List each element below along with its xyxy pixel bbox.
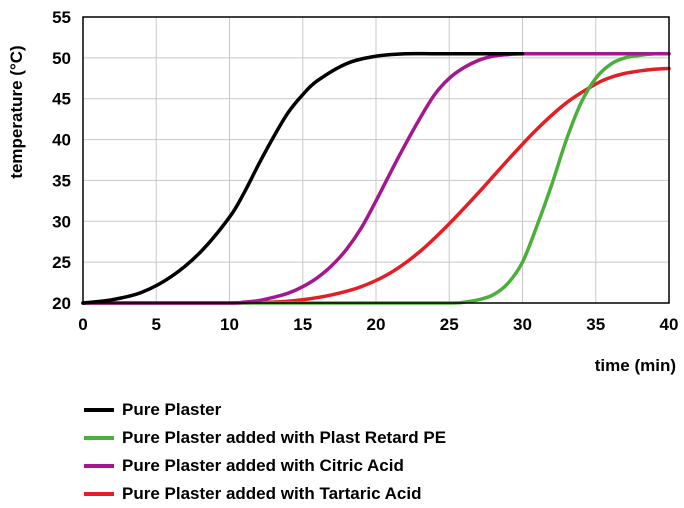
x-tick-label: 25 <box>440 315 459 334</box>
y-tick-label: 25 <box>52 253 71 272</box>
x-tick-label: 10 <box>220 315 239 334</box>
x-tick-label: 0 <box>78 315 87 334</box>
series-line-2 <box>81 51 671 305</box>
legend-item: Pure Plaster added with Citric Acid <box>84 452 446 480</box>
x-tick-label: 30 <box>513 315 532 334</box>
legend-label: Pure Plaster <box>122 400 222 419</box>
series-line-0 <box>81 51 525 305</box>
legend-swatch <box>84 464 114 468</box>
legend-swatch <box>84 492 114 496</box>
y-axis-label: temperature (°C) <box>7 45 26 178</box>
legend-item: Pure Plaster added with Plast Retard PE <box>84 424 446 452</box>
y-tick-label: 55 <box>52 8 71 27</box>
y-tick-label: 40 <box>52 131 71 150</box>
x-tick-label: 20 <box>367 315 386 334</box>
x-tick-label: 40 <box>660 315 679 334</box>
legend-label: Pure Plaster added with Citric Acid <box>122 456 404 475</box>
legend-label: Pure Plaster added with Tartaric Acid <box>122 484 422 503</box>
x-axis-label: time (min) <box>595 356 676 375</box>
y-tick-label: 50 <box>52 49 71 68</box>
legend-swatch <box>84 436 114 440</box>
plot-frame <box>82 16 670 304</box>
y-tick-label: 45 <box>52 90 71 109</box>
x-tick-label: 15 <box>293 315 312 334</box>
legend-item: Pure Plaster added with Tartaric Acid <box>84 480 446 508</box>
legend-swatch <box>84 408 114 412</box>
x-tick-label: 5 <box>152 315 161 334</box>
legend: Pure Plaster Pure Plaster added with Plas… <box>84 396 446 508</box>
y-tick-label: 20 <box>52 294 71 313</box>
temperature-chart: 0 5 10 15 20 25 30 35 40 20 25 30 35 40 45 50 55 time (m… <box>7 8 678 375</box>
legend-label: Pure Plaster added with Plast Retard PE <box>122 428 447 447</box>
tick-labels: 0 5 10 15 20 25 30 35 40 20 25 30 35 40 45 50 55 <box>52 8 678 334</box>
x-tick-label: 35 <box>586 315 605 334</box>
y-tick-label: 30 <box>52 212 71 231</box>
y-tick-label: 35 <box>52 171 71 190</box>
legend-item: Pure Plaster <box>84 396 446 424</box>
grid <box>83 17 669 303</box>
